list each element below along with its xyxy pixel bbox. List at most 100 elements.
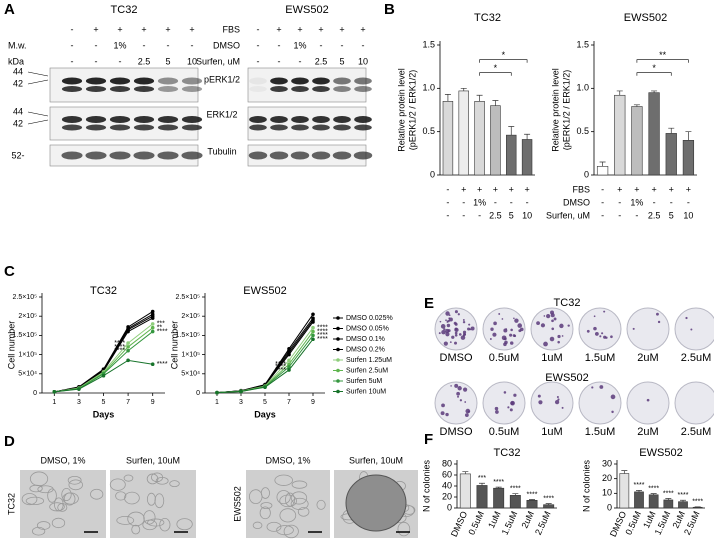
legend-marker xyxy=(336,337,340,341)
y-tick-label: 0 xyxy=(584,169,589,179)
row-label: EWS502 xyxy=(232,486,242,522)
colony xyxy=(446,323,451,328)
band xyxy=(248,151,268,160)
band xyxy=(61,116,83,123)
x-tick-label: 1uM xyxy=(486,510,502,530)
significance: **** xyxy=(114,344,125,351)
treatment-cell: + xyxy=(141,24,146,34)
y-axis-label: (pERK1/2 / ERK1/2) xyxy=(407,70,417,151)
treatment-cell: 2.5 xyxy=(138,56,151,66)
error-bar xyxy=(529,499,535,501)
cell xyxy=(146,492,156,506)
bar xyxy=(619,473,630,509)
x-tick-label: 9 xyxy=(311,399,315,406)
significance: **** xyxy=(157,328,168,335)
colony xyxy=(462,334,465,337)
treatment-cell: - xyxy=(462,210,465,220)
chart-title: TC32 xyxy=(474,12,501,24)
treatment-cell: - xyxy=(618,210,621,220)
band xyxy=(353,151,373,160)
y-tick-label: 1.0 xyxy=(422,83,435,93)
treatment-cell: - xyxy=(601,197,604,207)
band xyxy=(270,116,288,123)
treatment-cell: - xyxy=(257,24,260,34)
treatment-cell: + xyxy=(276,24,281,34)
x-tick-label: 3 xyxy=(239,399,243,406)
mw-marker: 44 xyxy=(13,106,23,116)
band xyxy=(133,86,155,92)
point xyxy=(311,320,315,324)
cell xyxy=(90,488,104,500)
cell xyxy=(25,496,45,506)
band xyxy=(85,124,107,131)
treatment-cell: 5 xyxy=(339,56,344,66)
significance: **** xyxy=(114,340,125,347)
treatment-cell: + xyxy=(461,184,466,194)
x-tick-label: 5 xyxy=(102,399,106,406)
point xyxy=(126,329,130,334)
series-line xyxy=(54,323,154,393)
error-bar xyxy=(495,486,502,489)
treatment-cell: 1% xyxy=(630,197,643,207)
point xyxy=(215,390,219,395)
colony xyxy=(454,341,458,345)
point xyxy=(287,365,291,369)
well-label: 2.5uM xyxy=(681,426,712,438)
colony xyxy=(632,327,635,330)
colony xyxy=(457,313,460,316)
treatment-cell: - xyxy=(320,40,323,50)
error-bar xyxy=(616,90,623,96)
cell xyxy=(290,497,309,511)
colony xyxy=(459,399,463,402)
band xyxy=(181,77,203,85)
chart-title: EWS502 xyxy=(639,447,682,459)
legend-label: DMSO 0.05% xyxy=(346,325,389,332)
band xyxy=(133,77,155,85)
colony xyxy=(462,320,466,324)
treatment-cell: - xyxy=(494,197,497,207)
chart-title: TC32 xyxy=(90,285,117,297)
sphere xyxy=(345,474,407,532)
error-bar xyxy=(444,94,451,102)
bar xyxy=(493,487,505,509)
well xyxy=(578,381,622,425)
treatment-cell: - xyxy=(510,197,513,207)
treatment-cell: - xyxy=(71,56,74,66)
colony xyxy=(559,323,564,329)
band xyxy=(85,116,107,123)
chart-title: TC32 xyxy=(494,447,521,459)
marker-tick xyxy=(27,71,49,77)
y-axis-label: Relative protein level xyxy=(396,68,406,152)
bracket-label: * xyxy=(494,63,498,73)
band xyxy=(109,77,131,85)
y-tick-label: 1.5 xyxy=(422,39,435,49)
well-label: 2uM xyxy=(637,352,658,364)
colony xyxy=(514,318,519,323)
treatment-cell: - xyxy=(618,197,621,207)
treatment-cell: 2.5 xyxy=(489,210,502,220)
point xyxy=(287,352,291,357)
y-tick-label: 5×10⁴ xyxy=(181,371,200,378)
significance: **** xyxy=(317,336,328,343)
point xyxy=(52,390,57,394)
y-axis-label: Cell number xyxy=(169,321,179,370)
treatment-cell: - xyxy=(257,56,260,66)
cell xyxy=(279,508,297,523)
treatment-cell: - xyxy=(95,56,98,66)
significance: *** xyxy=(157,321,165,328)
colony xyxy=(470,326,475,331)
treatment-cell: + xyxy=(509,184,514,194)
colony xyxy=(454,310,458,314)
band xyxy=(85,151,107,160)
x-axis-label: Days xyxy=(254,409,276,419)
colony xyxy=(463,387,468,392)
colony xyxy=(553,317,557,321)
band xyxy=(270,124,288,131)
y-tick-label: 10 xyxy=(602,488,612,498)
band xyxy=(291,124,309,131)
colony xyxy=(454,331,458,335)
treatment-cell: - xyxy=(143,40,146,50)
treatment-cell: - xyxy=(687,197,690,207)
band xyxy=(354,124,372,131)
